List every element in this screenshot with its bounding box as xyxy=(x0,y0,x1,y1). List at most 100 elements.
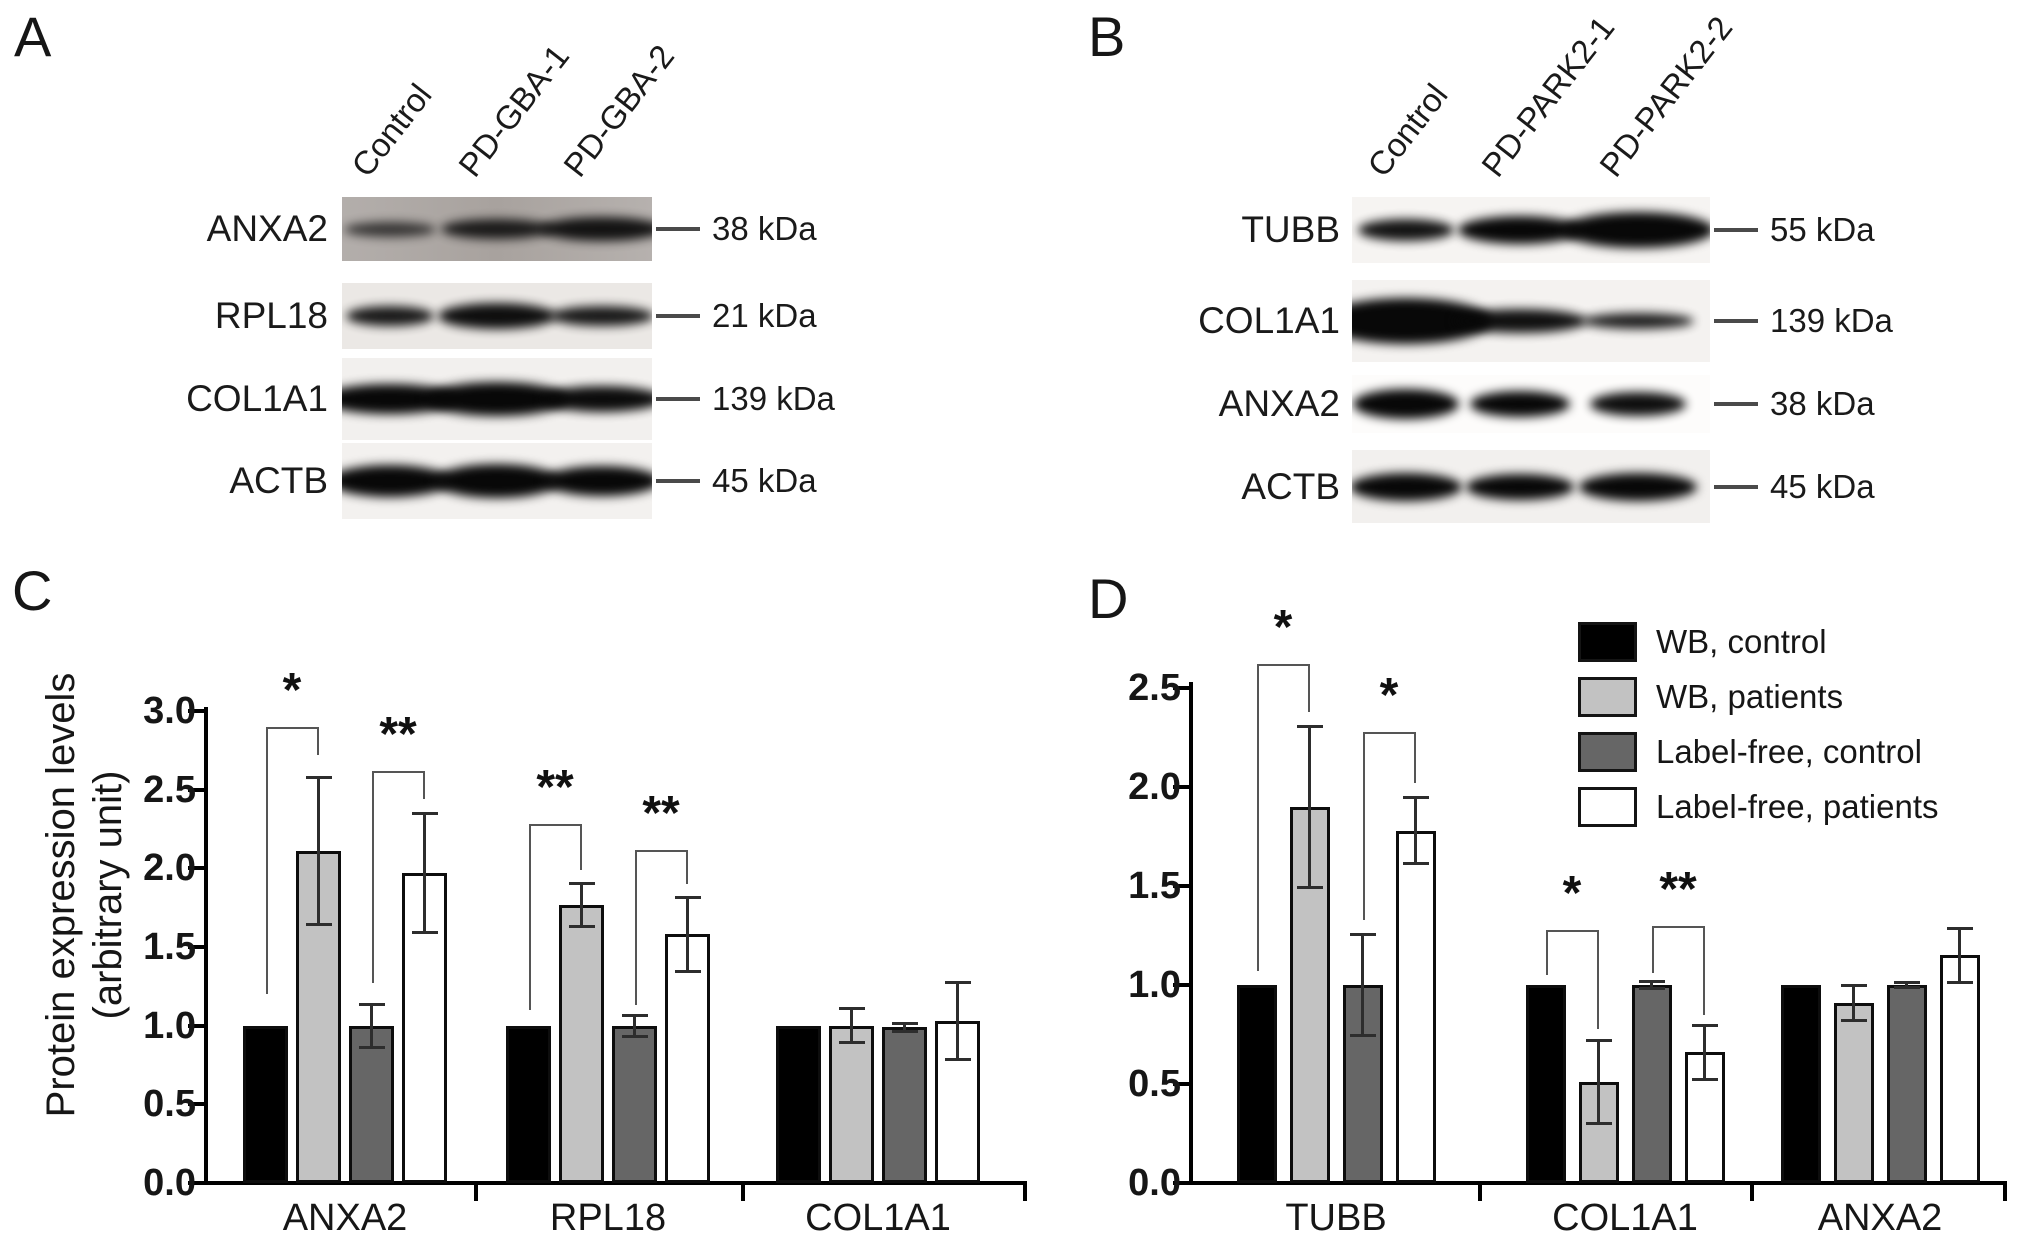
protein-band xyxy=(1453,309,1588,333)
bar-label-free-patients-col1a1 xyxy=(1684,1052,1725,1183)
blot-row-label-tubb: TUBB xyxy=(1241,209,1340,250)
significance-bracket-arm xyxy=(1545,929,1548,976)
significance-stars: * xyxy=(1562,866,1582,920)
bar-wb-patients-anxa2 xyxy=(1833,1002,1874,1183)
y-tick-label: 0.5 xyxy=(143,1083,196,1126)
bar-label-free-patients-tubb xyxy=(1395,830,1436,1183)
molecular-weight-dash xyxy=(656,397,700,401)
blot-row-label-anxa2: ANXA2 xyxy=(206,208,328,249)
blot-strip-rpl18 xyxy=(342,283,652,349)
protein-band xyxy=(1579,472,1698,501)
x-axis-line xyxy=(204,1181,1027,1185)
significance-bracket-arm xyxy=(634,849,637,1006)
x-axis-tick xyxy=(1750,1185,1754,1201)
significance-bracket-arm xyxy=(265,726,268,995)
category-label-tubb: TUBB xyxy=(1285,1197,1387,1239)
significance-bracket-arm xyxy=(1702,925,1705,1015)
bar-label-free-patients-anxa2 xyxy=(1939,955,1980,1183)
significance-bracket-arm xyxy=(528,824,531,1010)
error-bar-cap xyxy=(411,812,438,816)
error-bar-line xyxy=(1597,1040,1600,1124)
error-bar-cap xyxy=(1349,1034,1376,1038)
blot-strip-actb xyxy=(342,443,652,519)
legend-swatch-2 xyxy=(1578,677,1637,717)
protein-band xyxy=(1458,216,1583,244)
significance-bracket-arm xyxy=(1651,925,1654,974)
error-bar-line xyxy=(1308,725,1311,888)
legend-swatch-3 xyxy=(1578,732,1637,772)
y-axis-tick xyxy=(188,787,204,792)
significance-stars: ** xyxy=(536,761,574,815)
blot-row-label-anxa2: ANXA2 xyxy=(1218,383,1340,424)
lane-label-control: Control xyxy=(344,76,439,184)
significance-stars: * xyxy=(1273,601,1293,655)
x-axis-tick xyxy=(741,1185,745,1201)
significance-bracket-arm xyxy=(1596,929,1599,1029)
molecular-weight-label: 38 kDa xyxy=(712,210,817,247)
y-tick-label: 2.5 xyxy=(1128,667,1181,709)
error-bar-cap xyxy=(1946,981,1973,985)
legend-swatch-4 xyxy=(1578,787,1637,827)
blot-row-label-col1a1: COL1A1 xyxy=(186,378,328,419)
y-tick-label: 1.5 xyxy=(143,926,196,969)
bar-wb-control-rpl18 xyxy=(506,1025,551,1183)
blot-strip-actb xyxy=(1352,450,1710,523)
error-bar-cap xyxy=(1296,724,1323,728)
significance-bracket xyxy=(1256,664,1310,667)
protein-band xyxy=(544,466,652,496)
error-bar-line xyxy=(850,1008,853,1043)
y-axis-tick xyxy=(1173,1181,1189,1185)
error-bar-cap xyxy=(568,881,595,885)
panel-c-letter: C xyxy=(12,559,53,622)
protein-band xyxy=(1582,313,1695,329)
y-tick-label: 0.5 xyxy=(1128,1063,1181,1105)
molecular-weight-label: 139 kDa xyxy=(712,380,835,417)
y-tick-label: 0.0 xyxy=(1128,1162,1181,1204)
significance-bracket xyxy=(634,849,688,852)
y-axis-tick xyxy=(188,709,204,714)
protein-band xyxy=(346,306,435,326)
y-tick-label: 0.0 xyxy=(143,1162,196,1204)
protein-band xyxy=(1562,212,1710,248)
category-label-anxa2: ANXA2 xyxy=(1817,1197,1943,1239)
error-bar-cap xyxy=(838,1041,865,1044)
panel-d-letter: D xyxy=(1088,567,1129,630)
error-bar-cap xyxy=(1349,932,1376,936)
protein-band xyxy=(1352,472,1462,501)
y-axis-title: Protein expression levels (arbitrary unit… xyxy=(38,585,138,1205)
error-bar-cap xyxy=(1893,985,1920,989)
blot-strip-tubb xyxy=(1352,197,1710,263)
category-label-col1a1: COL1A1 xyxy=(1552,1197,1698,1239)
molecular-weight-dash xyxy=(1714,228,1758,232)
bar-wb-control-col1a1 xyxy=(776,1025,821,1183)
molecular-weight-dash xyxy=(656,314,700,318)
error-bar-line xyxy=(686,896,689,973)
significance-stars: * xyxy=(282,663,302,717)
error-bar-cap xyxy=(838,1007,865,1011)
blot-strip-col1a1 xyxy=(1352,280,1710,362)
y-axis-tick xyxy=(188,1181,204,1185)
error-bar-line xyxy=(1958,927,1961,984)
bar-wb-patients-rpl18 xyxy=(559,904,604,1183)
legend-label-2: WB, patients xyxy=(1656,678,1844,715)
bar-wb-patients-col1a1 xyxy=(829,1025,874,1183)
significance-bracket xyxy=(1362,731,1416,734)
molecular-weight-label: 21 kDa xyxy=(712,297,817,334)
significance-bracket-arm xyxy=(1256,664,1259,972)
error-bar-cap xyxy=(411,930,438,934)
y-axis-tick xyxy=(188,866,204,871)
bar-label-free-control-col1a1 xyxy=(1631,985,1672,1183)
protein-band xyxy=(441,219,553,239)
significance-stars: ** xyxy=(1659,862,1697,916)
molecular-weight-label: 45 kDa xyxy=(1770,467,1875,505)
panel-b-letter: B xyxy=(1088,5,1126,68)
significance-bracket xyxy=(528,824,582,827)
error-bar-cap xyxy=(944,1058,971,1062)
significance-bracket xyxy=(1545,929,1599,932)
significance-bracket xyxy=(265,726,319,729)
bar-label-free-control-anxa2 xyxy=(1886,985,1927,1183)
y-axis-line xyxy=(204,707,208,1183)
y-axis-title-line2: (arbitrary unit) xyxy=(86,770,131,1020)
legend-swatch-1 xyxy=(1578,622,1637,662)
error-bar-cap xyxy=(358,1045,385,1049)
